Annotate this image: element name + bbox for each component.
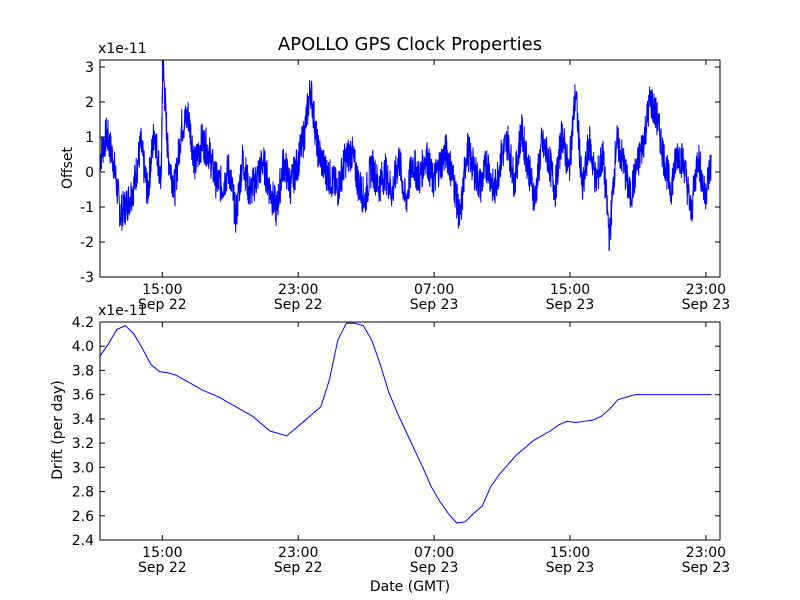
y-tick-label: 3.0 [72,460,94,476]
x-tick-time-label: 15:00 [550,282,590,298]
drift-y-label: Drift (per day) [50,380,66,479]
plot-frame [99,59,721,278]
x-tick-date-label: Sep 23 [410,560,459,576]
x-tick-time-label: 23:00 [278,545,318,561]
offset-multiplier: x1e-11 [98,41,147,57]
chart-title: APOLLO GPS Clock Properties [278,34,542,55]
y-tick-label: 0 [85,165,94,181]
y-tick-label: 3.4 [72,412,94,428]
y-tick-label: 3.8 [72,363,94,379]
y-tick-label: 1 [85,130,94,146]
x-tick-date-label: Sep 23 [546,560,595,576]
plot-frame [99,321,721,541]
x-tick-time-label: 23:00 [278,282,318,298]
y-tick-label: -3 [80,270,94,286]
offset-y-label: Offset [60,146,76,189]
x-tick-date-label: Sep 22 [138,297,187,313]
drift-series-line [99,322,712,524]
y-tick-label: 3.6 [72,388,94,404]
y-tick-label: 3.2 [72,436,94,452]
y-tick-label: 2.6 [72,509,94,525]
x-tick-date-label: Sep 22 [274,297,323,313]
x-tick-date-label: Sep 23 [682,297,731,313]
y-tick-label: 2.4 [72,533,94,549]
y-tick-label: 3 [85,60,94,76]
x-tick-time-label: 07:00 [414,545,454,561]
y-tick-label: -1 [80,200,94,216]
offset-series-line [99,59,712,252]
x-tick-time-label: 23:00 [686,282,726,298]
y-tick-label: 4.2 [72,315,94,331]
x-tick-time-label: 15:00 [142,282,182,298]
y-tick-label: 2.8 [72,485,94,501]
y-tick-label: 2 [85,95,94,111]
x-tick-date-label: Sep 23 [546,297,595,313]
x-tick-date-label: Sep 22 [274,560,323,576]
drift-panel: x1e-11 Drift (per day) Date (GMT) 2.4 2.6… [50,303,730,595]
drift-x-label: Date (GMT) [370,579,450,595]
x-tick-time-label: 23:00 [686,545,726,561]
x-tick-time-label: 15:00 [142,545,182,561]
x-tick-time-label: 07:00 [414,282,454,298]
drift-multiplier: x1e-11 [98,303,147,319]
x-tick-date-label: Sep 23 [410,297,459,313]
x-tick-date-label: Sep 22 [138,560,187,576]
y-tick-label: -2 [80,235,94,251]
y-tick-label: 4.0 [72,339,94,355]
x-tick-date-label: Sep 23 [682,560,731,576]
x-tick-time-label: 15:00 [550,545,590,561]
